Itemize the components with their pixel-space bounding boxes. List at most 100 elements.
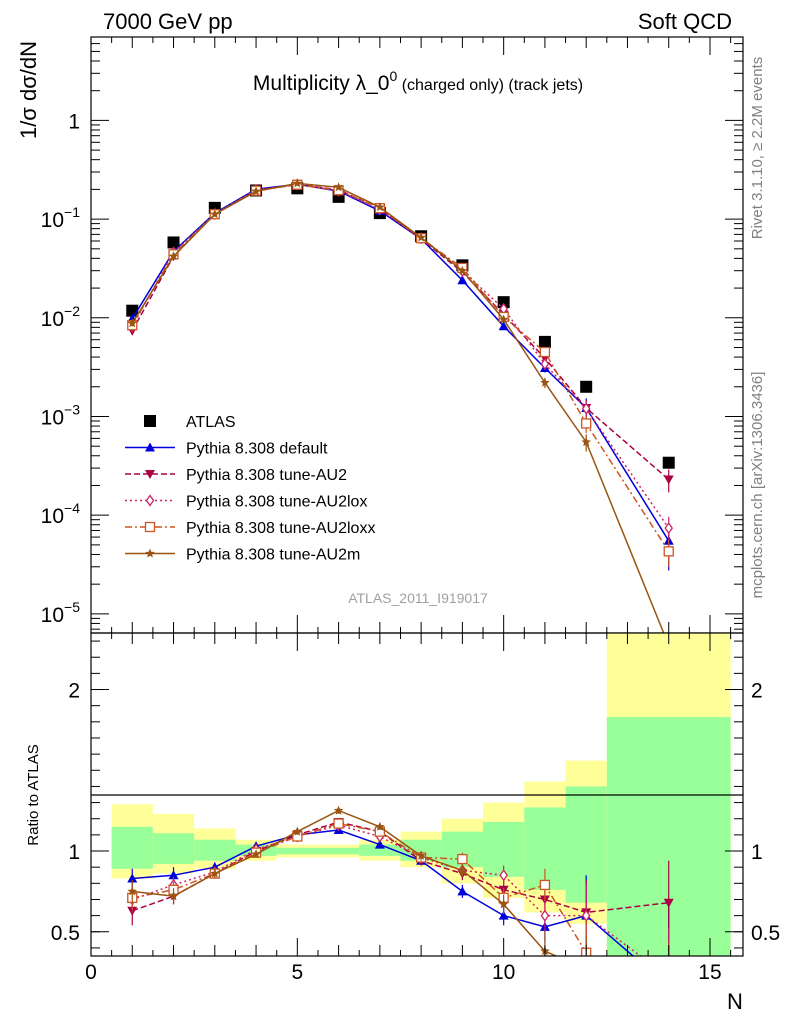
data-point [581, 402, 591, 415]
data-point [663, 546, 674, 557]
data-point [498, 314, 509, 324]
ratio-point [665, 972, 672, 982]
ratio-y-tick-label-right: 1 [751, 841, 763, 864]
main-y-tick-label: 10−2 [41, 303, 81, 331]
main-frame [90, 36, 744, 634]
ratio-point [127, 873, 138, 883]
legend-label: ATLAS [186, 414, 236, 431]
data-point [167, 236, 180, 249]
energy-label: 7000 GeV pp [103, 9, 233, 34]
data-point [416, 232, 426, 242]
data-point [581, 437, 591, 447]
ratio-y-tick-label-right: 2 [751, 680, 763, 703]
ratio-point [292, 826, 303, 836]
ratio-panel: 0.5 0.5 1 1 2 2 0 5 10 15 Ratio to ATLAS N [25, 632, 780, 1015]
legend-label: Pythia 8.308 tune-AU2loxx [186, 520, 375, 537]
ratio-point [581, 964, 591, 973]
legend-label: Pythia 8.308 tune-AU2m [186, 547, 360, 564]
main-y-tick-label: 10−5 [41, 599, 81, 627]
ratio-axis-ticks: 0.5 0.5 1 1 2 2 0 5 10 15 [51, 633, 780, 984]
green-band-bin [152, 833, 195, 864]
green-band-bin [194, 839, 236, 861]
ratio-y-tick-label-left: 2 [68, 680, 80, 703]
legend-marker [145, 442, 155, 452]
ratio-point [540, 909, 550, 922]
data-point [457, 265, 468, 275]
ratio-y-axis-label: Ratio to ATLAS [25, 744, 42, 845]
legend-label: Pythia 8.308 tune-AU2 [186, 467, 347, 484]
ratio-point [333, 818, 344, 829]
data-point [540, 357, 550, 371]
ratio-point [374, 839, 385, 849]
analysis-watermark: ATLAS_2011_I919017 [348, 590, 488, 606]
legend-marker [145, 494, 155, 507]
main-series-group [126, 178, 675, 633]
ratio-point [416, 850, 426, 860]
series-5 [127, 178, 665, 633]
process-label: Soft QCD [638, 9, 732, 34]
data-point [457, 275, 468, 285]
ratio-y-tick-label-left: 0.5 [51, 922, 80, 945]
legend-marker [145, 548, 155, 558]
data-point [538, 335, 551, 348]
ratio-point [539, 879, 551, 891]
ratio-point [333, 805, 344, 815]
data-point [498, 321, 509, 331]
legend-marker [144, 521, 156, 533]
ratio-y-tick-label-right: 0.5 [751, 922, 780, 945]
x-tick-label: 5 [291, 961, 303, 984]
main-axis-ticks: 10−5 10−4 10−3 10−2 10−1 1 [41, 36, 743, 633]
ratio-point [168, 891, 179, 901]
main-y-tick-label: 1 [68, 110, 80, 133]
data-point [581, 418, 592, 429]
data-point [333, 182, 344, 192]
rivet-version-label: Rivet 3.1.10, ≥ 2.2M events [749, 57, 766, 240]
data-point [168, 251, 179, 261]
ratio-point [498, 910, 509, 920]
main-y-tick-label: 10−3 [41, 401, 81, 429]
ratio-point [210, 868, 220, 878]
legend-marker [144, 415, 156, 427]
green-band-bin [400, 839, 442, 861]
ratio-point [499, 869, 508, 882]
legend-marker [145, 470, 155, 479]
data-point [251, 186, 261, 196]
main-y-tick-label: 10−4 [41, 500, 81, 528]
y-axis-label: 1/σ dσ/dN [16, 41, 41, 139]
ratio-point [251, 849, 261, 859]
green-band-bin [276, 847, 318, 855]
data-point [127, 318, 137, 328]
series-1 [127, 179, 674, 571]
ratio-point [663, 898, 674, 908]
ratio-frame [90, 632, 744, 957]
ratio-point [457, 865, 468, 875]
legend: ATLAS Pythia 8.308 default Pythia 8.308 tu… [125, 414, 375, 564]
main-panel: 10−5 10−4 10−3 10−2 10−1 1 ATLAS_2011_I919017… [16, 36, 744, 634]
legend-label: Pythia 8.308 tune-AU2lox [186, 494, 367, 511]
ratio-point [375, 821, 385, 831]
series-3 [127, 178, 674, 544]
data-point [580, 380, 593, 393]
ratio-point [664, 982, 674, 991]
data-point [210, 209, 220, 219]
x-tick-label: 10 [492, 961, 515, 984]
ratio-point [498, 899, 509, 909]
ratio-point [664, 1006, 674, 1015]
ratio-point [168, 870, 179, 880]
data-point [539, 346, 551, 358]
series-line [131, 183, 670, 481]
ratio-point [664, 987, 673, 996]
data-point [540, 377, 550, 387]
x-axis-label: N [727, 989, 743, 1014]
main-y-tick-label: 10−1 [41, 204, 81, 232]
x-tick-label: 0 [85, 961, 97, 984]
ratio-point [457, 886, 468, 896]
chart-title: Multiplicity λ_00 (charged only) (track … [253, 68, 583, 95]
x-tick-label: 15 [698, 961, 721, 984]
data-point [292, 178, 303, 188]
ratio-point [457, 853, 468, 865]
data-point [663, 475, 674, 485]
green-band-bin [359, 844, 401, 856]
mcplots-reference-label: mcplots.cern.ch [arXiv:1306.3436] [749, 372, 766, 599]
